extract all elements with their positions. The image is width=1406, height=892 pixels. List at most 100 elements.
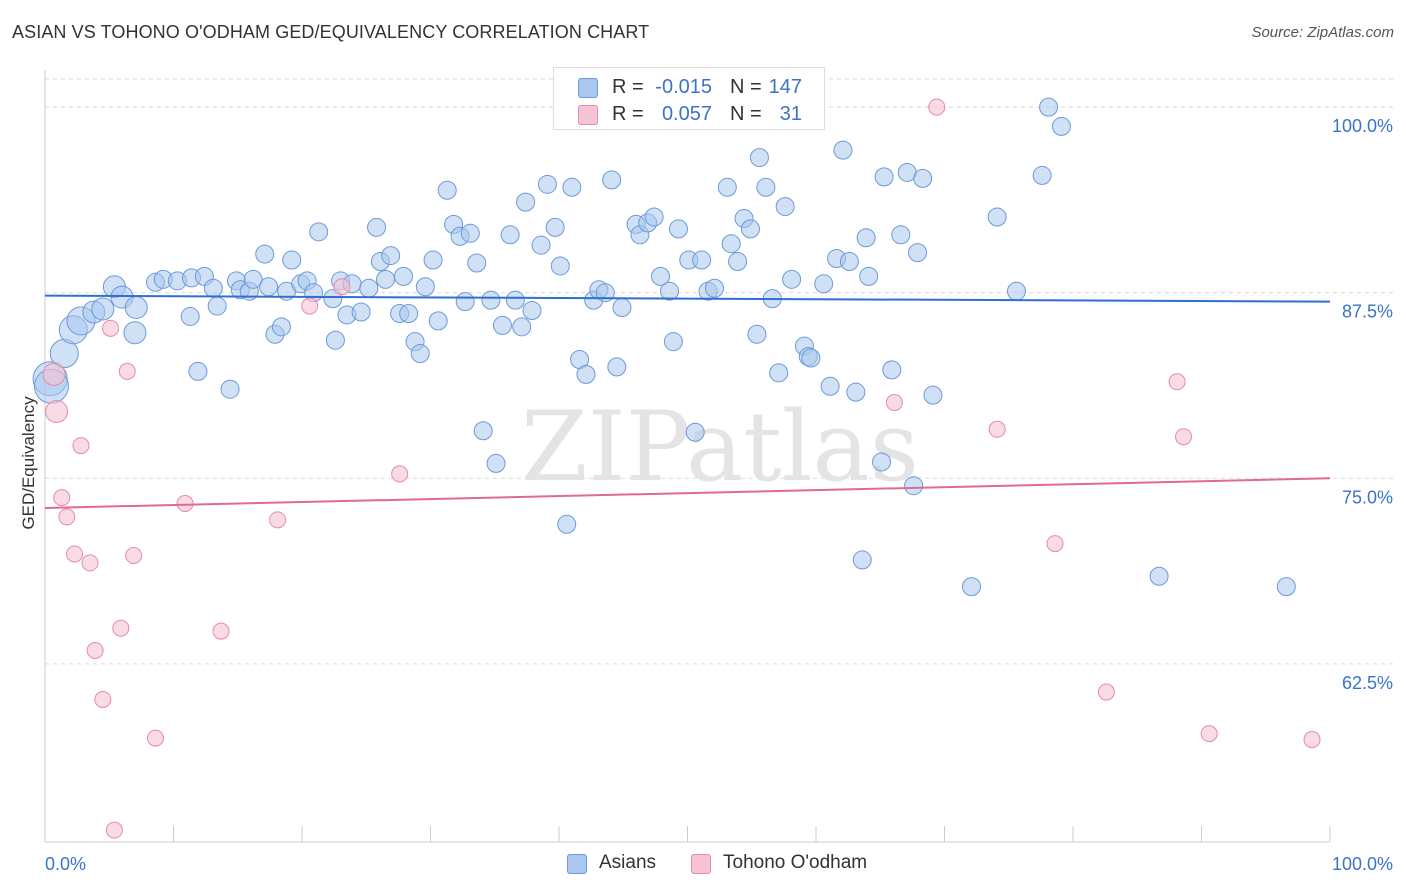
asians-point: [505, 290, 525, 310]
tohono-point: [147, 729, 165, 747]
y-tick-label: 62.5%: [1342, 673, 1393, 693]
tohono-point: [53, 489, 71, 507]
tohono-legend-swatch: [691, 854, 711, 874]
asians-point: [663, 332, 683, 352]
asians-point: [852, 550, 872, 570]
source-label: Source: ZipAtlas.com: [1251, 24, 1394, 41]
watermark: ZIPatlas: [521, 391, 919, 503]
tohono-point: [94, 690, 112, 708]
stats-legend: R = -0.015 N = 147 R = 0.057 N = 31: [553, 67, 825, 130]
tohono-point: [1097, 683, 1115, 701]
asians-point: [220, 379, 240, 399]
asians-point: [644, 207, 664, 227]
r-label: R =: [612, 76, 644, 98]
asians-point: [814, 274, 834, 294]
tohono-point: [212, 622, 230, 640]
asians-point: [309, 222, 329, 242]
tohono-swatch: [578, 105, 598, 125]
asians-point: [492, 315, 512, 335]
asians-point: [557, 514, 577, 534]
asians-point: [782, 269, 802, 289]
asians-point: [376, 269, 396, 289]
n-value: 31: [779, 103, 802, 125]
tohono-point: [66, 545, 84, 563]
tohono-point: [42, 362, 66, 386]
r-value: 0.057: [661, 103, 712, 125]
asians-point: [467, 253, 487, 273]
asians-point: [437, 180, 457, 200]
asians-point: [874, 167, 894, 187]
tohono-point: [301, 297, 319, 315]
asians-legend-swatch: [567, 854, 587, 874]
asians-point: [775, 197, 795, 217]
asians-point: [359, 278, 379, 298]
tohono-point: [1303, 731, 1321, 749]
asians-point: [207, 296, 227, 316]
asians-point: [531, 235, 551, 255]
asians-point: [460, 223, 480, 243]
tohono-point: [988, 420, 1006, 438]
x-tick-label: 100.0%: [1332, 854, 1393, 874]
asians-point: [1276, 577, 1296, 597]
asians-point: [1051, 116, 1071, 136]
asians-point: [537, 174, 557, 194]
tohono-point: [112, 619, 130, 637]
asians-point: [607, 357, 627, 377]
tohono-point: [72, 437, 90, 455]
tohono-point: [1200, 725, 1218, 743]
asians-point: [399, 303, 419, 323]
asians-point: [882, 360, 902, 380]
asians-point: [188, 361, 208, 381]
asians-point: [367, 217, 387, 237]
r-value: -0.015: [655, 76, 712, 98]
tohono-trend-line: [44, 477, 1331, 509]
asians-point: [859, 266, 879, 286]
chart-title: ASIAN VS TOHONO O'ODHAM GED/EQUIVALENCY …: [12, 22, 650, 42]
tohono-point: [333, 278, 351, 296]
tohono-point: [928, 98, 946, 116]
asians-point: [801, 348, 821, 368]
asians-point: [721, 234, 741, 254]
asians-point: [455, 292, 475, 312]
y-tick-label: 87.5%: [1342, 302, 1393, 322]
asians-point: [271, 317, 291, 337]
asians-point: [203, 278, 223, 298]
asians-point: [602, 170, 622, 190]
asians-point: [481, 290, 501, 310]
tohono-point: [81, 554, 99, 572]
tohono-point: [105, 821, 123, 839]
asians-point: [692, 250, 712, 270]
asians-point: [685, 422, 705, 442]
asians-point: [904, 476, 924, 496]
asians-point: [1039, 97, 1059, 117]
tohono-point: [269, 511, 287, 529]
asians-point: [728, 252, 748, 272]
asians-point: [423, 250, 443, 270]
asians-point: [473, 421, 493, 441]
asians-point: [669, 219, 689, 239]
asians-point: [769, 363, 789, 383]
asians-point: [756, 177, 776, 197]
asians-point: [91, 297, 115, 321]
asians-trend-line: [44, 294, 1331, 303]
tohono-point: [1175, 428, 1193, 446]
asians-point: [913, 168, 933, 188]
n-label: N =: [730, 103, 762, 125]
asians-point: [923, 385, 943, 405]
asians-point: [704, 278, 724, 298]
tohono-point: [58, 508, 76, 526]
asians-point: [562, 177, 582, 197]
axis-labels: 62.5% 75.0% 87.5% 100.0% 0.0% 100.0% GED/Equiv…: [19, 116, 1393, 874]
asians-point: [516, 192, 536, 212]
asians-point: [500, 225, 520, 245]
asians-legend-label: Asians: [599, 852, 657, 873]
legend-row-tohono: R = 0.057 N = 31: [554, 99, 824, 129]
tohono-point: [86, 641, 104, 659]
asians-point: [428, 311, 448, 331]
asians-point: [124, 296, 148, 320]
asians-point: [486, 453, 506, 473]
x-tick-label: 0.0%: [45, 854, 86, 874]
asians-point: [415, 277, 435, 297]
asians-point: [1032, 165, 1052, 185]
asians-point: [550, 256, 570, 276]
